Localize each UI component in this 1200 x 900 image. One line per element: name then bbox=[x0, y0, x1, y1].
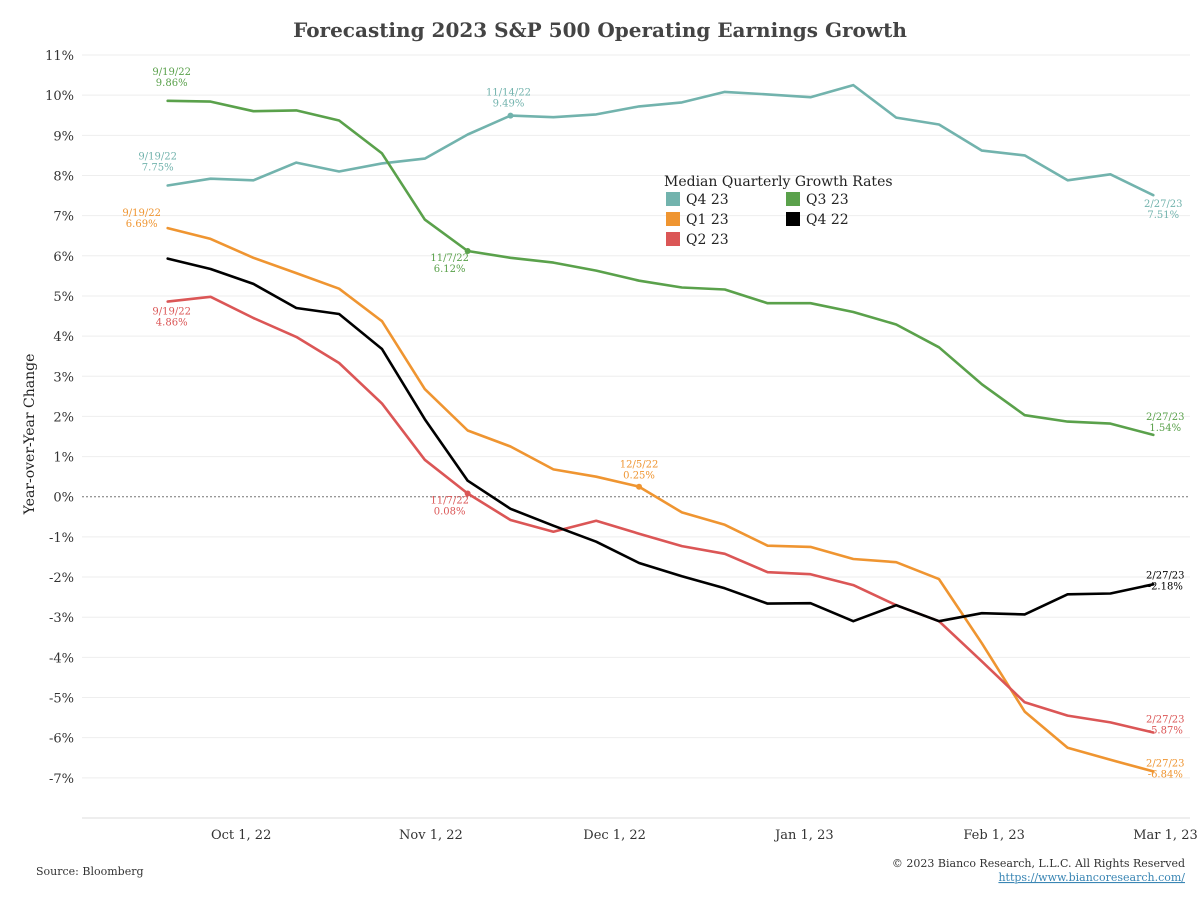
y-tick-label: -7% bbox=[49, 772, 74, 787]
series-line-q1-23 bbox=[166, 226, 1155, 773]
y-tick-label: 6% bbox=[53, 250, 74, 265]
series-line-q4-22 bbox=[166, 257, 1155, 623]
annotation-date: 9/19/22 bbox=[152, 67, 191, 78]
annotation-value: 7.51% bbox=[1147, 210, 1179, 221]
annotation-value: 6.12% bbox=[434, 264, 466, 275]
annotation-date: 2/27/23 bbox=[1144, 199, 1183, 210]
y-tick-label: 2% bbox=[53, 410, 74, 425]
annotation-value: 0.25% bbox=[623, 471, 655, 482]
annotation-marker bbox=[636, 483, 643, 490]
annotation-value: -5.87% bbox=[1148, 725, 1183, 736]
y-tick-label: 11% bbox=[45, 49, 74, 64]
x-tick-label: Jan 1, 23 bbox=[773, 828, 834, 843]
legend-label-q4-22: Q4 22 bbox=[806, 212, 849, 228]
y-tick-label: -2% bbox=[49, 571, 74, 586]
annotation-date: 2/27/23 bbox=[1146, 758, 1185, 769]
x-tick-label: Feb 1, 23 bbox=[963, 828, 1025, 843]
annotation-value: 9.49% bbox=[493, 99, 525, 110]
y-axis-label: Year-over-Year Change bbox=[22, 354, 38, 516]
annotation-value: 4.86% bbox=[156, 318, 188, 329]
y-tick-label: 10% bbox=[45, 89, 74, 104]
annotation-value: 9.86% bbox=[156, 78, 188, 89]
annotation-date: 12/5/22 bbox=[620, 460, 659, 471]
annotation-marker bbox=[507, 112, 514, 119]
x-tick-label: Dec 1, 22 bbox=[583, 828, 646, 843]
legend-label-q4-23: Q4 23 bbox=[686, 192, 729, 208]
y-tick-label: -4% bbox=[49, 651, 74, 666]
annotations: 9/19/227.75%11/14/229.49%2/27/237.51%9/1… bbox=[122, 67, 1184, 781]
source-note: Source: Bloomberg bbox=[36, 865, 144, 878]
x-tick-label: Oct 1, 22 bbox=[211, 828, 271, 843]
y-tick-label: 7% bbox=[53, 210, 74, 225]
annotation-date: 11/7/22 bbox=[430, 496, 469, 507]
y-tick-label: 4% bbox=[53, 330, 74, 345]
legend-swatch-q1-23 bbox=[666, 212, 680, 226]
series-line-q3-23 bbox=[166, 99, 1155, 437]
legend-label-q2-23: Q2 23 bbox=[686, 232, 729, 248]
annotation-value: 7.75% bbox=[142, 163, 174, 174]
legend-title: Median Quarterly Growth Rates bbox=[664, 174, 893, 190]
annotation-date: 9/19/22 bbox=[138, 152, 177, 163]
y-tick-label: 0% bbox=[53, 491, 74, 506]
y-tick-label: 5% bbox=[53, 290, 74, 305]
annotation-value: -2.18% bbox=[1148, 581, 1183, 592]
gridlines bbox=[82, 54, 1190, 819]
copyright-note: © 2023 Bianco Research, L.L.C. All Right… bbox=[892, 857, 1185, 870]
annotation-marker bbox=[464, 247, 471, 254]
x-tick-label: Nov 1, 22 bbox=[399, 828, 463, 843]
annotation-date: 9/19/22 bbox=[122, 208, 161, 219]
annotation-date: 11/14/22 bbox=[486, 88, 531, 99]
annotation-marker bbox=[464, 490, 471, 497]
series-line-q4-23 bbox=[166, 83, 1155, 197]
annotation-date: 2/27/23 bbox=[1146, 412, 1185, 423]
y-axis: 11% 10% 9% 8% 7% 6% 5% 4% 3% 2% 1% 0% -1% -2% -3% -4% -5… bbox=[45, 49, 74, 787]
y-tick-label: -5% bbox=[49, 692, 74, 707]
y-tick-label: -6% bbox=[49, 732, 74, 747]
website-link[interactable]: https://www.biancoresearch.com/ bbox=[998, 871, 1185, 884]
legend-label-q1-23: Q1 23 bbox=[686, 212, 729, 228]
y-tick-label: 9% bbox=[53, 129, 74, 144]
legend-label-q3-23: Q3 23 bbox=[806, 192, 849, 208]
series-line-q2-23 bbox=[166, 295, 1155, 734]
chart-title: Forecasting 2023 S&P 500 Operating Earni… bbox=[293, 18, 907, 42]
annotation-date: 2/27/23 bbox=[1146, 714, 1185, 725]
annotation-value: 6.69% bbox=[126, 219, 158, 230]
legend: Median Quarterly Growth Rates Q4 23 Q3 23… bbox=[664, 174, 893, 248]
legend-swatch-q4-23 bbox=[666, 192, 680, 206]
legend-swatch-q4-22 bbox=[786, 212, 800, 226]
legend-swatch-q2-23 bbox=[666, 232, 680, 246]
annotation-date: 2/27/23 bbox=[1146, 570, 1185, 581]
x-axis: Oct 1, 22 Nov 1, 22 Dec 1, 22 Jan 1, 23 Feb … bbox=[211, 828, 1198, 843]
annotation-date: 9/19/22 bbox=[152, 307, 191, 318]
y-tick-label: 1% bbox=[53, 451, 74, 466]
annotation-value: 0.08% bbox=[434, 507, 466, 518]
x-tick-label: Mar 1, 23 bbox=[1133, 828, 1198, 843]
y-tick-label: 3% bbox=[53, 370, 74, 385]
y-tick-label: -3% bbox=[49, 611, 74, 626]
annotation-value: 1.54% bbox=[1149, 423, 1181, 434]
legend-swatch-q3-23 bbox=[786, 192, 800, 206]
y-tick-label: 8% bbox=[53, 169, 74, 184]
annotation-value: -6.84% bbox=[1148, 769, 1183, 780]
annotation-date: 11/7/22 bbox=[430, 253, 469, 264]
series-lines bbox=[166, 83, 1155, 773]
y-tick-label: -1% bbox=[49, 531, 74, 546]
